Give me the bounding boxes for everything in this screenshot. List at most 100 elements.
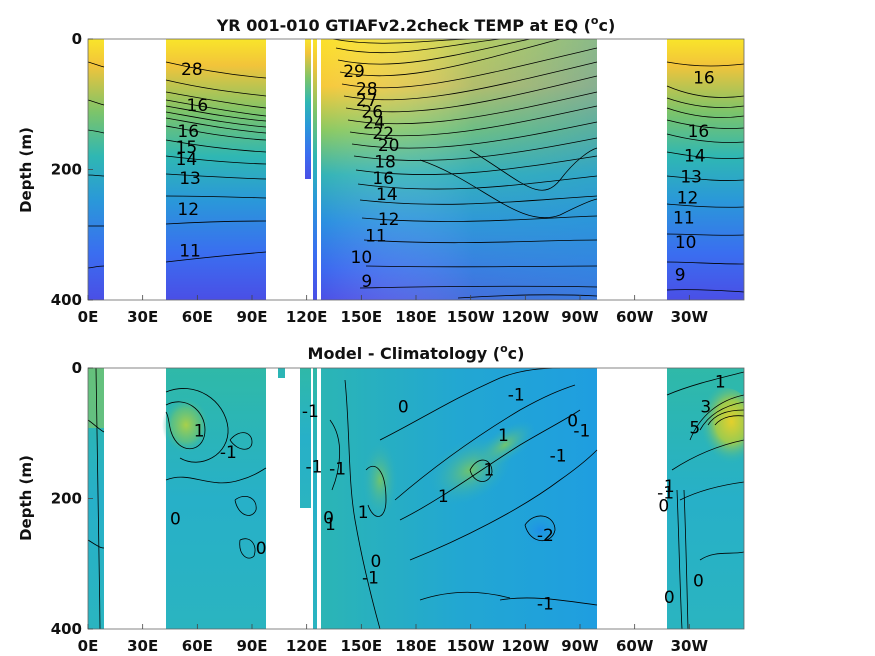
contour-label: 22 xyxy=(372,124,394,144)
panel-title: Model - Climatology (oc) xyxy=(308,342,525,363)
field-segment xyxy=(305,39,311,179)
panel-anomaly: Model - Climatology (oc) xyxy=(17,342,745,655)
contour-label: 15 xyxy=(176,138,198,158)
contour-label: 9 xyxy=(675,265,686,285)
x-tick-label: 180E xyxy=(395,308,437,326)
x-tick-label: 90W xyxy=(561,308,599,326)
x-tick-label: 120E xyxy=(286,637,328,655)
field-shading xyxy=(474,421,536,469)
x-ticks: 0E 30E 60E 90E 120E 150E 180E 150W 120W 90W 60W 30W xyxy=(78,624,709,655)
x-tick-label: 30W xyxy=(671,637,709,655)
y-ticks: 0 200 400 xyxy=(51,30,93,309)
x-tick-label: 90E xyxy=(236,308,267,326)
contour-label: 0 xyxy=(658,497,669,517)
contour-label: 14 xyxy=(176,150,198,170)
x-tick-label: 150W xyxy=(447,637,495,655)
contour-label: 16 xyxy=(372,169,394,189)
contour-labels: 1-100-1-101-110-10111-10-1-1-2-11351-100… xyxy=(170,373,726,615)
contour-label: 16 xyxy=(187,96,209,116)
x-tick-label: 120W xyxy=(501,308,549,326)
contour-labels: 2816161514131211292827262422201816141211… xyxy=(176,60,715,292)
x-tick-label: 90W xyxy=(561,637,599,655)
contour-label: 0 xyxy=(567,412,578,432)
x-tick-label: 0E xyxy=(78,308,99,326)
x-ticks: 0E 30E 60E 90E 120E 150E 180E 150W 120W 90W 60W 30W xyxy=(78,295,708,326)
field-shading xyxy=(693,388,744,472)
contour-label: 16 xyxy=(177,122,199,142)
contour-label: 10 xyxy=(675,233,697,253)
field-shading xyxy=(88,368,104,428)
x-tick-label: 60W xyxy=(616,308,654,326)
contour-lines xyxy=(88,39,744,299)
y-tick-label: 200 xyxy=(51,161,82,179)
contour-label: 1 xyxy=(498,426,509,446)
temperature-field xyxy=(88,39,744,300)
contour-label: 28 xyxy=(356,79,378,99)
field-shading xyxy=(362,440,398,520)
y-tick-label: 200 xyxy=(51,490,82,508)
field-segment xyxy=(313,39,317,300)
x-tick-label: 60E xyxy=(182,637,213,655)
x-tick-label: 180E xyxy=(395,637,437,655)
contour-label: -1 xyxy=(508,386,525,406)
y-tick-label: 0 xyxy=(72,359,82,377)
contour-label: -1 xyxy=(573,422,590,442)
x-tick-label: 150W xyxy=(447,308,495,326)
x-tick-label: 120W xyxy=(501,637,549,655)
contour-label: 0 xyxy=(323,508,334,528)
contour-label: 20 xyxy=(378,136,400,156)
contour-label: 24 xyxy=(363,113,385,133)
contour-label: 26 xyxy=(361,102,383,122)
contour-label: 14 xyxy=(376,185,398,205)
y-axis-label: Depth (m) xyxy=(17,127,35,213)
contour-label: 11 xyxy=(673,209,695,229)
anomaly-field xyxy=(88,368,744,629)
x-tick-label: 120E xyxy=(286,308,328,326)
contour-label: 1 xyxy=(664,477,675,497)
contour-label: 0 xyxy=(256,539,267,559)
contour-label: 0 xyxy=(170,510,181,530)
contour-label: 14 xyxy=(684,147,706,167)
y-tick-label: 400 xyxy=(51,620,82,638)
panel-title: YR 001-010 GTIAFv2.2check TEMP at EQ (oc… xyxy=(216,14,616,35)
field-segment xyxy=(300,368,311,508)
x-tick-label: 0E xyxy=(78,637,99,655)
contour-label: 3 xyxy=(700,397,711,417)
contour-label: 1 xyxy=(358,503,369,523)
contour-label: 12 xyxy=(378,210,400,230)
contour-label: 1 xyxy=(438,487,449,507)
contour-label: 0 xyxy=(398,397,409,417)
field-shading xyxy=(321,39,597,300)
contour-label: -1 xyxy=(657,484,674,504)
contour-label: 13 xyxy=(179,169,201,189)
contour-label: 0 xyxy=(693,572,704,592)
contour-label: 18 xyxy=(374,153,396,173)
field-segment xyxy=(278,368,285,378)
contour-label: 16 xyxy=(693,68,715,88)
x-tick-label: 60W xyxy=(616,637,654,655)
contour-label: -1 xyxy=(362,568,379,588)
contour-label: 13 xyxy=(680,168,702,188)
x-tick-label: 30E xyxy=(127,637,158,655)
x-tick-label: 150E xyxy=(341,308,383,326)
contour-label: 12 xyxy=(677,188,699,208)
contour-label: -2 xyxy=(537,526,554,546)
contour-label: 27 xyxy=(356,91,378,111)
contour-label: -1 xyxy=(220,443,237,463)
contour-label: 10 xyxy=(351,248,373,268)
x-tick-label: 60E xyxy=(182,308,213,326)
contour-label: -1 xyxy=(537,594,554,614)
contour-label: 0 xyxy=(664,588,675,608)
contour-label: 11 xyxy=(179,241,201,261)
contour-label: 1 xyxy=(194,422,205,442)
field-shading xyxy=(518,512,562,548)
y-ticks: 0 200 400 xyxy=(51,359,93,638)
contour-label: -1 xyxy=(302,402,319,422)
contour-label: 28 xyxy=(181,60,203,80)
field-segment xyxy=(88,39,104,300)
contour-label: 1 xyxy=(483,461,494,481)
panel-temperature: YR 001-010 GTIAFv2.2check TEMP at EQ (oc… xyxy=(17,14,745,326)
contour-label: -1 xyxy=(329,459,346,479)
contour-label: 16 xyxy=(688,122,710,142)
